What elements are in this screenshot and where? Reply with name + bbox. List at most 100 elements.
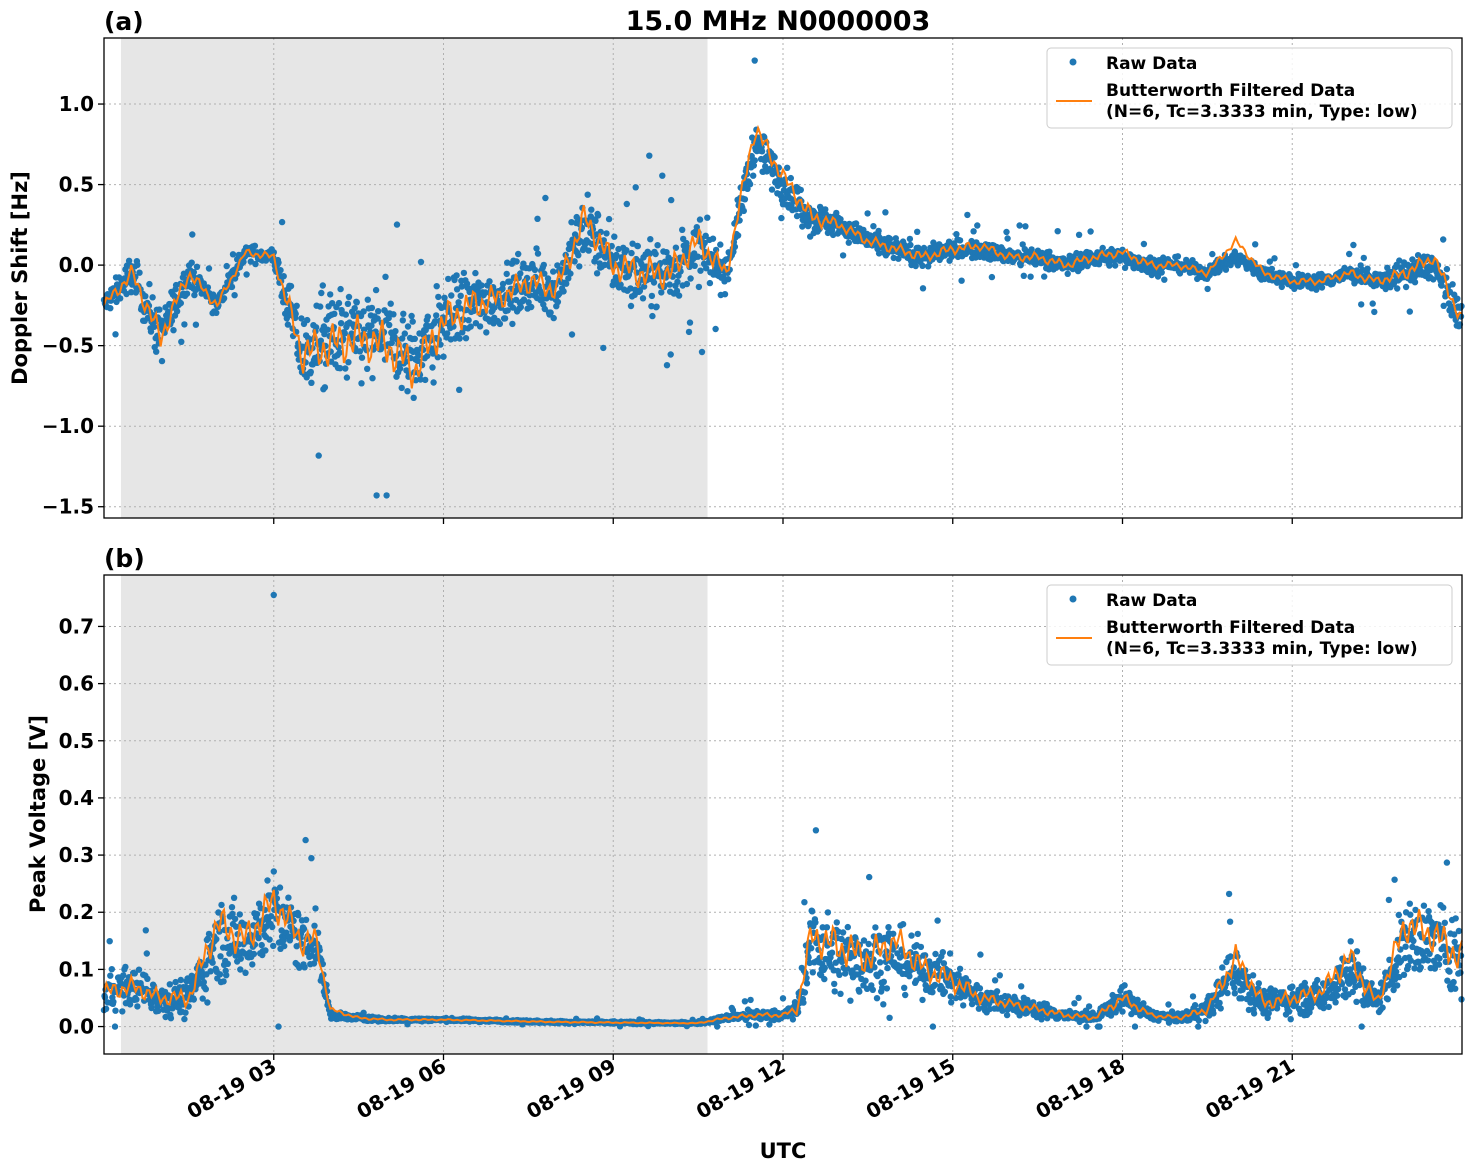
raw-data-point xyxy=(907,241,914,249)
raw-data-point xyxy=(806,959,813,967)
raw-data-point xyxy=(456,386,463,393)
raw-data-point xyxy=(856,988,863,995)
raw-data-point xyxy=(886,1014,893,1021)
raw-data-point xyxy=(287,282,295,290)
raw-data-point xyxy=(155,1007,162,1015)
raw-data-point xyxy=(895,255,902,262)
raw-data-point xyxy=(1346,250,1353,258)
raw-data-point xyxy=(714,1023,721,1030)
raw-data-point xyxy=(237,955,244,962)
raw-data-point xyxy=(740,207,747,215)
raw-data-point xyxy=(745,1021,753,1029)
raw-data-point xyxy=(1266,258,1274,265)
raw-data-point xyxy=(1255,980,1263,987)
raw-data-point xyxy=(647,236,654,243)
raw-data-point xyxy=(831,980,838,988)
y-tick-label-b: 0.4 xyxy=(59,786,94,810)
raw-data-point xyxy=(483,329,490,336)
raw-data-point xyxy=(691,262,698,269)
raw-data-point xyxy=(141,997,148,1004)
raw-data-point xyxy=(866,873,873,881)
raw-data-point xyxy=(223,262,230,270)
raw-data-point xyxy=(752,1022,759,1029)
raw-data-point xyxy=(1018,983,1025,990)
raw-data-point xyxy=(453,272,460,279)
raw-data-point xyxy=(809,969,816,976)
raw-data-point xyxy=(360,1009,367,1016)
raw-data-point xyxy=(550,268,557,275)
raw-data-point xyxy=(628,249,635,257)
raw-data-point xyxy=(1191,1002,1199,1009)
raw-data-point xyxy=(173,308,181,315)
y-tick-label-b: 0.1 xyxy=(59,957,94,981)
raw-data-point xyxy=(200,280,207,287)
raw-data-point xyxy=(797,186,804,194)
raw-data-point xyxy=(974,222,981,229)
raw-data-point xyxy=(478,282,485,289)
y-tick-label-b: 0.0 xyxy=(59,1015,94,1039)
raw-data-point xyxy=(663,249,670,256)
raw-data-point xyxy=(411,335,418,342)
raw-data-point xyxy=(568,219,575,226)
raw-data-point xyxy=(986,1005,993,1013)
raw-data-point xyxy=(435,293,442,301)
raw-data-point xyxy=(1231,990,1239,997)
raw-data-point xyxy=(1099,244,1106,252)
raw-data-point xyxy=(270,942,277,950)
raw-data-point xyxy=(218,901,225,909)
raw-data-point xyxy=(919,996,926,1004)
raw-data-point xyxy=(1301,979,1309,987)
raw-data-point xyxy=(623,200,630,208)
raw-data-point xyxy=(862,977,869,984)
raw-data-point xyxy=(513,258,520,265)
raw-data-point xyxy=(554,262,561,269)
raw-data-point xyxy=(706,279,714,287)
raw-data-point xyxy=(939,949,946,956)
raw-data-point xyxy=(860,226,867,234)
raw-data-point xyxy=(540,261,547,269)
raw-data-point xyxy=(822,206,829,213)
raw-data-point xyxy=(499,280,507,288)
raw-data-point xyxy=(318,289,325,297)
raw-data-point xyxy=(1003,1011,1011,1019)
raw-data-point xyxy=(638,261,645,268)
raw-data-point xyxy=(914,228,921,235)
raw-data-point xyxy=(1318,284,1326,291)
raw-data-point xyxy=(188,259,195,266)
raw-data-point xyxy=(1227,953,1234,960)
raw-data-point xyxy=(460,269,468,277)
raw-data-point xyxy=(134,1003,141,1010)
raw-data-point xyxy=(205,265,213,272)
raw-data-point xyxy=(249,961,256,968)
raw-data-point xyxy=(276,884,284,891)
raw-data-point xyxy=(1075,231,1083,238)
raw-data-point xyxy=(424,313,431,320)
raw-data-point xyxy=(242,969,249,976)
raw-data-point xyxy=(1261,275,1268,283)
raw-data-point xyxy=(679,226,686,233)
y-tick-label-b: 0.7 xyxy=(59,614,94,638)
raw-data-point xyxy=(875,250,883,257)
raw-data-point xyxy=(1313,286,1320,293)
raw-data-point xyxy=(372,286,380,294)
raw-data-point xyxy=(177,976,184,984)
raw-data-point xyxy=(568,331,576,338)
y-tick-label-b: 0.6 xyxy=(59,672,94,696)
raw-data-point xyxy=(213,309,220,316)
raw-data-point xyxy=(1016,222,1023,229)
raw-data-point xyxy=(300,925,308,933)
raw-data-point xyxy=(542,194,549,202)
raw-data-point xyxy=(133,996,140,1003)
raw-data-point xyxy=(1287,1016,1294,1023)
raw-data-point xyxy=(883,985,891,992)
raw-data-point xyxy=(1238,995,1245,1002)
raw-data-point xyxy=(275,259,282,266)
raw-data-point xyxy=(336,349,343,356)
raw-data-point xyxy=(702,232,709,239)
raw-data-point xyxy=(467,323,474,330)
raw-data-point xyxy=(191,291,198,299)
raw-data-point xyxy=(1046,248,1053,255)
raw-data-point xyxy=(304,316,311,324)
raw-data-point xyxy=(1131,1023,1139,1030)
raw-data-point xyxy=(1096,1023,1103,1030)
